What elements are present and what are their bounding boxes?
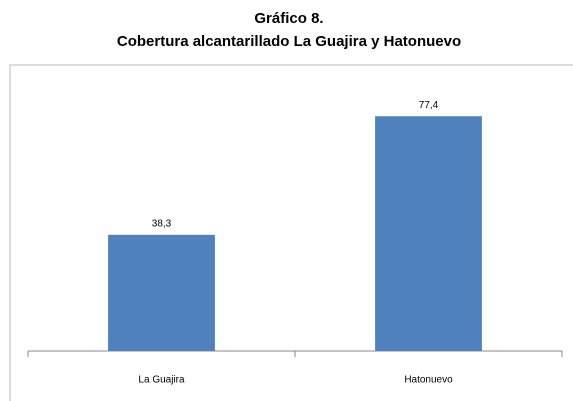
data-label: 77,4 [419,100,439,111]
x-tick-label: La Guajira [138,375,185,386]
chart-frame [9,64,573,401]
chart-title: Gráfico 8. [254,10,323,27]
chart-subtitle: Cobertura alcantarillado La Guajira y Ha… [117,33,461,50]
bar [375,116,482,351]
bar [108,234,215,351]
x-tick-label: Hatonuevo [404,375,453,386]
data-label: 38,3 [152,218,172,229]
